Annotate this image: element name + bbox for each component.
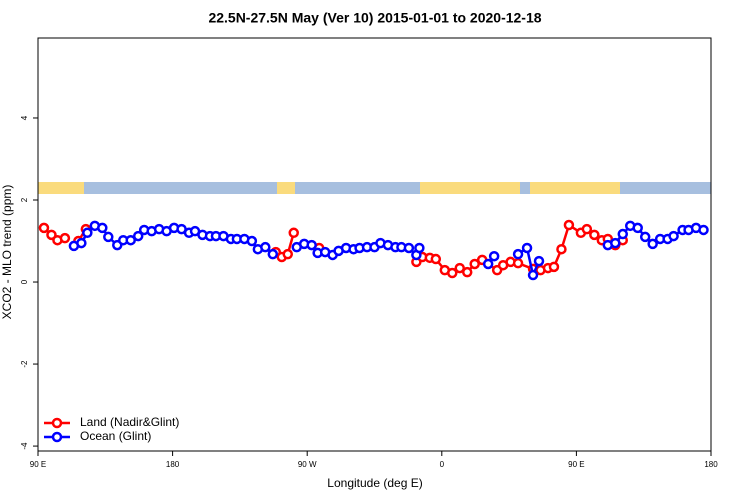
point	[488, 250, 500, 262]
point	[246, 235, 258, 247]
point	[461, 266, 473, 278]
legend-marker	[51, 417, 63, 429]
x-tick-label: 90 E	[30, 460, 46, 469]
point	[512, 257, 524, 269]
point	[668, 230, 679, 242]
point	[76, 237, 87, 249]
x-tick-label: 90 E	[568, 460, 584, 469]
legend-marker	[51, 431, 63, 443]
point	[563, 219, 575, 231]
x-tick-label: 180	[166, 460, 180, 469]
plot-area	[38, 219, 709, 281]
x-axis-label: Longitude (deg E)	[327, 476, 422, 490]
point	[267, 248, 279, 260]
plot-frame	[37, 37, 712, 452]
x-tick-label: 180	[704, 460, 718, 469]
point	[527, 269, 539, 281]
point	[403, 242, 415, 254]
point	[38, 222, 50, 234]
y-tick-label: -2	[20, 360, 29, 368]
point	[581, 223, 593, 235]
point	[59, 232, 71, 244]
point	[288, 227, 299, 239]
point	[454, 262, 465, 274]
y-tick-label: 0	[20, 279, 29, 284]
point	[469, 258, 480, 270]
point	[521, 242, 533, 254]
y-tick-label: 4	[20, 115, 29, 120]
point	[617, 228, 629, 240]
point	[260, 241, 271, 253]
point	[447, 267, 458, 279]
point	[482, 258, 494, 270]
point	[556, 243, 567, 255]
point	[512, 248, 524, 260]
point	[414, 242, 425, 254]
legend-label: Ocean (Glint)	[80, 429, 151, 443]
point	[282, 248, 294, 260]
point	[533, 255, 545, 267]
point	[125, 234, 136, 246]
y-tick-label: 2	[20, 197, 29, 202]
point	[647, 238, 658, 250]
point	[639, 231, 651, 243]
legend-label: Land (Nadir&Glint)	[80, 415, 179, 429]
point	[97, 222, 108, 234]
point	[430, 253, 442, 265]
point	[610, 237, 621, 249]
point	[103, 231, 114, 243]
chart-title: 22.5N-27.5N May (Ver 10) 2015-01-01 to 2…	[208, 10, 541, 26]
point	[632, 222, 643, 234]
y-axis-label: XCO2 - MLO trend (ppm)	[0, 185, 14, 320]
point	[698, 224, 709, 236]
point	[82, 227, 93, 239]
y-tick-label: -4	[20, 442, 29, 450]
point	[306, 239, 317, 251]
map-band	[38, 182, 711, 194]
point	[589, 229, 600, 241]
x-tick-label: 90 W	[298, 460, 317, 469]
point	[132, 230, 144, 242]
point	[548, 261, 560, 273]
x-tick-label: 0	[440, 460, 445, 469]
